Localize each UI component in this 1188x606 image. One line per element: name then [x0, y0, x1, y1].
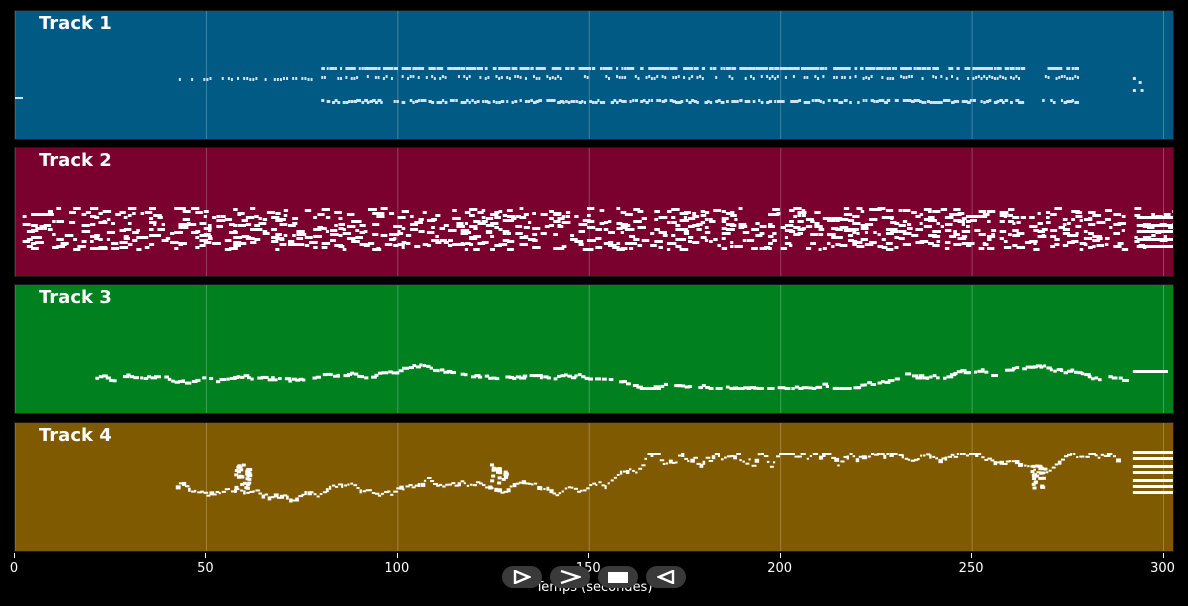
time-axis: 0 50 100 150 200 250 300	[10, 553, 1175, 583]
track-2-notes	[15, 148, 1173, 276]
track-1-notes	[15, 11, 1165, 139]
track-1-title: Track 1	[39, 13, 112, 34]
axis-tick-mark	[396, 553, 398, 558]
axis-tick-label: 300	[1150, 561, 1175, 576]
forward-button[interactable]	[550, 566, 590, 588]
axis-tick-label: 50	[197, 561, 214, 576]
track-4-notes	[15, 423, 1173, 551]
axis-tick-label: 100	[384, 561, 410, 576]
track-4-title: Track 4	[39, 425, 112, 446]
track-3-title: Track 3	[39, 287, 112, 308]
play-button[interactable]	[502, 566, 542, 588]
axis-tick-label: 200	[767, 561, 793, 576]
play-icon	[513, 570, 531, 584]
axis-tick-label: 0	[9, 561, 19, 576]
track-1: Track 1	[14, 10, 1174, 140]
stop-button[interactable]	[598, 566, 638, 588]
track-4: Track 4	[14, 422, 1174, 552]
track-3-notes	[15, 285, 1168, 413]
track-3: Track 3	[14, 284, 1174, 414]
forward-icon	[560, 570, 581, 584]
track-2: Track 2	[14, 147, 1174, 277]
axis-tick-mark	[588, 553, 590, 558]
axis-tick-mark	[1162, 553, 1164, 558]
axis-tick-mark	[14, 553, 15, 558]
x-axis-label: Temps (secondes)	[535, 580, 653, 595]
stop-icon	[608, 572, 628, 583]
rewind-button[interactable]	[646, 566, 686, 588]
axis-tick-mark	[205, 553, 207, 558]
rewind-icon	[657, 570, 675, 584]
axis-tick-mark	[779, 553, 781, 558]
track-2-title: Track 2	[39, 150, 112, 171]
axis-tick-label: 250	[958, 561, 984, 576]
axis-tick-mark	[971, 553, 973, 558]
